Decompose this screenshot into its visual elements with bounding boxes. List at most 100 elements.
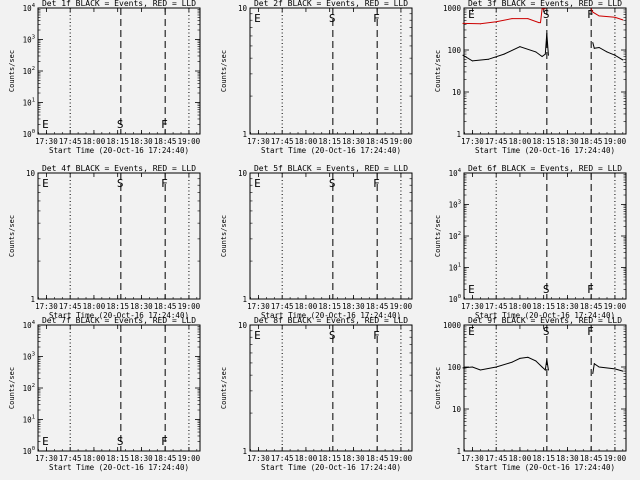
- data-point: [606, 51, 608, 53]
- panel-title: Det 1f BLACK = Events, RED = LLD: [42, 0, 196, 8]
- event-marker-label: E: [468, 8, 475, 21]
- x-tick-label: 19:00: [178, 454, 201, 463]
- data-point: [540, 22, 542, 24]
- x-tick-label: 18:30: [556, 454, 579, 463]
- x-tick-label: 18:15: [318, 302, 341, 311]
- data-point: [592, 373, 594, 375]
- event-marker-label: E: [468, 283, 475, 296]
- x-tick-label: 18:30: [342, 137, 365, 146]
- x-tick-label: 17:30: [247, 454, 270, 463]
- data-point: [503, 53, 505, 55]
- y-axis-label: Counts/sec: [220, 367, 228, 409]
- x-tick-label: 18:45: [366, 302, 389, 311]
- detector-panel: Det 8f BLACK = Events, RED = LLD 17:30 17:…: [220, 316, 413, 472]
- data-point: [487, 58, 489, 60]
- x-axis-label: Start Time (20-Oct-16 17:24:40): [475, 146, 615, 155]
- x-axis-label: Start Time (20-Oct-16 17:24:40): [475, 311, 615, 320]
- x-tick-label: 17:45: [59, 302, 82, 311]
- y-tick-label: 1: [456, 130, 461, 139]
- x-tick-label: 18:00: [509, 137, 532, 146]
- y-axis-label: Counts/sec: [8, 50, 16, 92]
- data-point: [527, 356, 529, 358]
- x-tick-label: 19:00: [604, 454, 627, 463]
- data-point: [541, 366, 543, 368]
- data-point: [614, 368, 616, 370]
- data-point: [547, 369, 549, 371]
- data-point: [479, 369, 481, 371]
- y-tick-label: 1: [456, 447, 461, 456]
- data-point: [543, 8, 545, 10]
- y-tick-label: 10: [452, 88, 462, 97]
- x-axis-label: Start Time (20-Oct-16 17:24:40): [261, 311, 401, 320]
- plot-frame: [249, 324, 413, 452]
- x-tick-label: 18:00: [295, 454, 318, 463]
- y-axis-label: Counts/sec: [220, 50, 228, 92]
- x-tick-label: 17:45: [59, 137, 82, 146]
- x-tick-label: 17:30: [461, 302, 484, 311]
- event-marker-label: E: [42, 118, 49, 131]
- x-axis-label: Start Time (20-Oct-16 17:24:40): [261, 463, 401, 472]
- x-tick-label: 18:15: [106, 137, 129, 146]
- x-tick-label: 18:30: [556, 137, 579, 146]
- event-marker-label: F: [161, 177, 168, 190]
- x-tick-label: 17:45: [485, 302, 508, 311]
- detector-panel: Det 4f BLACK = Events, RED = LLD 17:30 17:…: [8, 164, 201, 320]
- event-marker-label: S: [117, 118, 124, 131]
- data-point: [544, 8, 546, 10]
- x-tick-label: 18:15: [532, 302, 555, 311]
- panel-title: Det 8f BLACK = Events, RED = LLD: [254, 316, 408, 325]
- x-tick-label: 17:30: [247, 137, 270, 146]
- panel-title: Det 5f BLACK = Events, RED = LLD: [254, 164, 408, 173]
- plot-frame: [249, 172, 413, 300]
- panel-title: Det 9f BLACK = Events, RED = LLD: [468, 316, 622, 325]
- plot-frame: [463, 7, 627, 135]
- y-tick-label: 1: [242, 447, 247, 456]
- panel-title: Det 4f BLACK = Events, RED = LLD: [42, 164, 196, 173]
- y-tick-label: 103: [449, 200, 461, 210]
- event-marker-label: F: [587, 8, 594, 21]
- data-point: [462, 367, 464, 369]
- x-tick-label: 18:30: [342, 302, 365, 311]
- y-tick-label: 103: [23, 35, 35, 45]
- lld-series-line: [462, 8, 546, 25]
- data-point: [546, 32, 548, 34]
- x-tick-label: 18:45: [366, 137, 389, 146]
- event-marker-label: F: [161, 435, 168, 448]
- x-axis-label: Start Time (20-Oct-16 17:24:40): [475, 463, 615, 472]
- x-tick-label: 18:45: [580, 454, 603, 463]
- detector-panel: Det 6f BLACK = Events, RED = LLD 17:30 17:…: [434, 164, 627, 320]
- x-tick-label: 18:00: [509, 302, 532, 311]
- data-point: [471, 366, 473, 368]
- y-tick-label: 104: [23, 320, 36, 330]
- x-tick-label: 18:15: [106, 454, 129, 463]
- y-axis-label: Counts/sec: [220, 215, 228, 257]
- event-marker-label: F: [587, 325, 594, 338]
- y-tick-label: 1: [242, 295, 247, 304]
- x-tick-label: 18:00: [509, 454, 532, 463]
- data-point: [547, 54, 549, 56]
- data-point: [544, 369, 546, 371]
- x-tick-label: 18:00: [83, 454, 106, 463]
- data-point: [535, 360, 537, 362]
- event-marker-label: E: [254, 329, 261, 342]
- data-point: [541, 8, 543, 10]
- x-tick-label: 17:30: [461, 454, 484, 463]
- x-axis-label: Start Time (20-Oct-16 17:24:40): [49, 146, 189, 155]
- x-axis-label: Start Time (20-Oct-16 17:24:40): [49, 311, 189, 320]
- panel-title: Det 2f BLACK = Events, RED = LLD: [254, 0, 408, 8]
- y-axis-label: Counts/sec: [8, 367, 16, 409]
- x-tick-label: 17:45: [485, 454, 508, 463]
- event-marker-label: F: [373, 329, 380, 342]
- x-tick-label: 19:00: [604, 302, 627, 311]
- y-tick-label: 1000: [443, 4, 462, 13]
- detector-panel: Det 2f BLACK = Events, RED = LLD 17:30 17:…: [220, 0, 413, 155]
- event-marker-label: F: [587, 283, 594, 296]
- x-tick-label: 18:15: [318, 137, 341, 146]
- data-point: [598, 15, 600, 17]
- event-marker-label: F: [373, 12, 380, 25]
- data-point: [538, 22, 540, 24]
- event-marker-label: S: [543, 8, 550, 21]
- event-marker-label: S: [329, 12, 336, 25]
- x-tick-label: 17:30: [461, 137, 484, 146]
- x-tick-label: 18:00: [83, 137, 106, 146]
